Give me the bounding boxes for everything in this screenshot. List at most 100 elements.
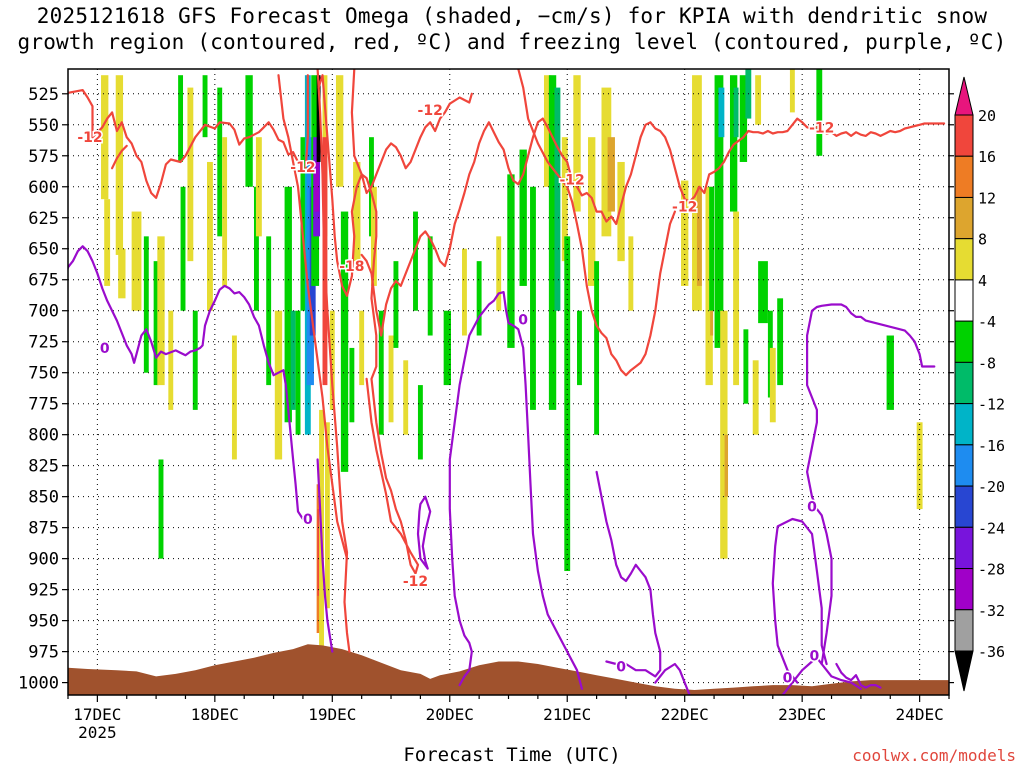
omega-band (561, 137, 568, 262)
omega-band (427, 236, 433, 336)
contour-label-layer: -12 -12 -12 -12 -18 -12 -12 -12 0 0 0 0 0 0 0 (76, 101, 836, 688)
omega-band (696, 186, 702, 286)
contour-label: 0 (783, 671, 793, 687)
contour-label: -12 (559, 172, 584, 188)
omega-band (231, 335, 237, 460)
omega-band (158, 459, 164, 559)
colorbar-bin (954, 526, 974, 570)
colorbar-bin (954, 155, 974, 198)
colorbar-bin (954, 403, 974, 446)
omega-band (543, 75, 552, 187)
freezing-level-contour-line (68, 245, 309, 523)
omega-band (769, 347, 776, 423)
x-tick-sublabel: 2025 (78, 723, 117, 742)
omega-band (443, 310, 451, 386)
contour-label: 0 (807, 500, 817, 516)
dgz-contour-layer (68, 69, 946, 653)
chart-title-line-1: 2025121618 GFS Forecast Omega (shaded, −… (36, 4, 988, 28)
omega-band (628, 236, 634, 311)
dgz-contour-line (350, 69, 473, 195)
y-tick-label: 600 (28, 178, 59, 198)
omega-band (359, 310, 365, 386)
y-tick-label: 875 (28, 519, 59, 539)
colorbar-label: -32 (978, 602, 1005, 620)
y-tick-label: 750 (28, 364, 59, 384)
colorbar-label: 12 (978, 189, 996, 207)
terrain-surface (68, 644, 949, 695)
y-tick-label: 850 (28, 488, 59, 508)
freezing-level-contour-line (416, 495, 432, 570)
omega-band (916, 422, 923, 510)
omega-band (290, 310, 296, 410)
contour-label: -12 (418, 103, 443, 119)
omega-band (710, 310, 714, 336)
y-tick-label: 975 (28, 643, 59, 663)
credit-link[interactable]: coolwx.com/models (852, 746, 1016, 765)
contour-label: -18 (339, 259, 364, 275)
omega-band (601, 87, 612, 237)
freezing-level-contour-line (835, 662, 882, 689)
dgz-contour-line (277, 74, 349, 560)
chart-title-line-2: growth region (contoured, red, ºC) and f… (17, 30, 1007, 54)
colorbar-bin (954, 279, 974, 322)
dgz-contour-line (317, 74, 420, 575)
y-tick-label: 900 (28, 550, 59, 570)
dgz-contour-line (68, 74, 309, 199)
omega-band (743, 329, 749, 404)
omega-band (393, 261, 399, 348)
colorbar-bin (954, 568, 974, 611)
y-tick-label: 925 (28, 581, 59, 601)
omega-band (153, 261, 159, 386)
omega-band (168, 310, 174, 410)
colorbar-bin (954, 320, 974, 363)
omega-band (115, 75, 124, 255)
omega-band (752, 360, 759, 435)
y-tick-label: 725 (28, 333, 59, 353)
colorbar-bottom-arrow (954, 650, 974, 692)
omega-band (157, 236, 165, 386)
colorbar-label: -4 (978, 313, 996, 331)
dgz-contour-line (517, 69, 677, 377)
y-tick-label: 775 (28, 395, 59, 415)
omega-band (476, 261, 482, 336)
omega-band (816, 69, 823, 156)
omega-band (564, 236, 571, 572)
omega-band (718, 87, 725, 138)
colorbar-bin (954, 196, 974, 240)
omega-band (739, 75, 748, 162)
y-tick-label: 675 (28, 271, 59, 291)
x-axis-label: Forecast Time (UTC) (403, 744, 621, 766)
colorbar-label: 20 (978, 107, 996, 125)
omega-band (101, 75, 109, 200)
omega-band (202, 75, 208, 138)
y-tick-label: 525 (28, 85, 59, 105)
colorbar-bin (954, 238, 974, 281)
contour-label: -12 (403, 574, 428, 590)
contour-label: 0 (100, 341, 110, 357)
omega-band (253, 186, 259, 311)
x-tick-label: 24DEC (896, 705, 944, 724)
omega-band (733, 87, 739, 138)
freezing-level-contour-line (316, 458, 334, 653)
omega-band (724, 434, 729, 497)
contour-label: -12 (672, 200, 697, 216)
omega-band (462, 248, 467, 336)
omega-band (573, 75, 581, 212)
colorbar-bin (954, 609, 974, 652)
omega-band (131, 211, 142, 311)
omega-band (143, 236, 149, 373)
omega-band (217, 87, 223, 237)
omega-band (709, 186, 715, 311)
x-tick-label: 18DEC (191, 705, 239, 724)
freezing-level-contour-line (595, 470, 662, 678)
freezing-contour-layer (68, 245, 936, 695)
omega-band (554, 87, 561, 311)
omega-band (370, 186, 377, 286)
omega-band (886, 335, 894, 410)
x-tick-label: 17DEC (73, 705, 121, 724)
dgz-contour-line (110, 144, 128, 170)
colorbar-label: 8 (978, 231, 987, 249)
omega-band (284, 186, 292, 423)
omega-band (681, 180, 689, 286)
omega-band (316, 75, 321, 162)
